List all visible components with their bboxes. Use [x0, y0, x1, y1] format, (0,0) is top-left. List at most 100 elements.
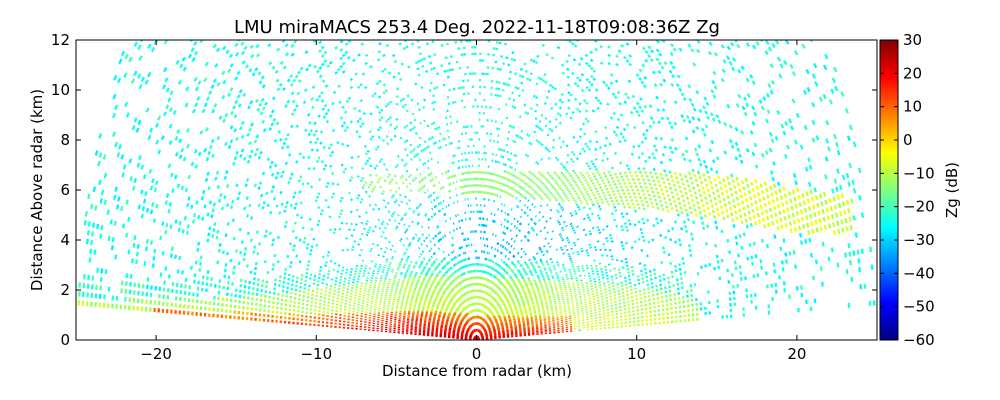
radar-gate [491, 159, 494, 163]
radar-gate [841, 201, 846, 207]
radar-gate [678, 263, 681, 267]
radar-gate [631, 306, 635, 309]
radar-gate [792, 32, 797, 37]
radar-gate [579, 300, 583, 303]
radar-gate [487, 53, 490, 56]
radar-gate [560, 319, 564, 322]
radar-gate [729, 303, 732, 307]
radar-gate [691, 303, 694, 307]
radar-gate [495, 80, 499, 84]
radar-gate [560, 313, 563, 316]
radar-gate [479, 210, 482, 214]
radar-gate [832, 196, 836, 202]
radar-gate [644, 307, 648, 311]
radar-gate [479, 177, 481, 181]
radar-gate [780, 260, 784, 265]
radar-gate [728, 297, 732, 301]
radar-gate [464, 171, 466, 175]
radar-gate [590, 317, 593, 320]
radar-gate [662, 273, 666, 277]
radar-gate [726, 268, 730, 273]
radar-gate [696, 271, 700, 276]
radar-gate [742, 307, 745, 311]
radar-gate [848, 216, 852, 222]
radar-gate [737, 253, 741, 258]
radar-gate [478, 171, 480, 174]
radar-gate [729, 314, 733, 319]
radar-gate [780, 224, 784, 230]
radar-gate [565, 326, 569, 329]
radar-gate [850, 276, 854, 283]
radar-gate [639, 297, 643, 300]
radar-gate [556, 320, 560, 323]
radar-gate [620, 322, 623, 325]
radar-gate [868, 300, 872, 306]
radar-gate [687, 318, 691, 322]
radar-gate [611, 313, 614, 316]
radar-gate [618, 296, 621, 299]
radar-gate [612, 287, 616, 291]
radar-gate [569, 324, 573, 326]
radar-gate [582, 321, 585, 324]
radar-gate [500, 55, 503, 58]
radar-gate [605, 299, 609, 302]
radar-gate [665, 303, 669, 307]
radar-gate [604, 291, 608, 294]
radar-gate [586, 321, 589, 323]
radar-gate [732, 290, 736, 295]
radar-gate [792, 219, 797, 225]
radar-gate [564, 314, 568, 317]
radar-gate [576, 306, 579, 309]
radar-gate [739, 277, 743, 281]
radar-gate [644, 299, 647, 303]
radar-gate [482, 184, 484, 187]
radar-gate [599, 327, 602, 330]
radar-gate [483, 230, 485, 234]
radar-gate [557, 331, 560, 334]
radar-gate [652, 301, 656, 305]
radar-gate [555, 314, 559, 317]
radar-gate [598, 310, 601, 313]
radar-gate [539, 322, 543, 325]
radar-gate [460, 86, 463, 90]
radar-gate [565, 320, 568, 323]
radar-gate [810, 221, 814, 227]
radar-gate [666, 307, 669, 311]
radar-gate [608, 292, 612, 295]
radar-gate [495, 87, 498, 90]
radar-gate [594, 317, 598, 319]
radar-gate [856, 249, 860, 255]
radar-gate [648, 302, 652, 306]
radar-gate [628, 281, 632, 285]
radar-gate [544, 329, 548, 332]
radar-gate [476, 177, 478, 180]
radar-gate [464, 152, 467, 155]
radar-gate [661, 308, 665, 312]
radar-gate [814, 259, 818, 265]
radar-gate [715, 254, 719, 259]
radar-gate [667, 280, 671, 284]
radar-gate [576, 308, 580, 311]
radar-gate [483, 72, 487, 76]
radar-gate [480, 237, 482, 240]
radar-gate [476, 105, 479, 108]
radar-gate [483, 184, 486, 188]
radar-gate [486, 178, 489, 181]
radar-gate [536, 333, 539, 336]
radar-gate [483, 178, 486, 181]
radar-gate [607, 314, 610, 317]
radar-gate [481, 59, 485, 62]
radar-gate [615, 313, 619, 316]
radar-gate [507, 63, 511, 67]
radar-gate [563, 308, 567, 311]
radar-gate [469, 177, 471, 181]
radar-gate [548, 330, 552, 333]
radar-gate [668, 285, 671, 289]
radar-gate [482, 197, 485, 201]
radar-gate [820, 201, 824, 207]
radar-gate [770, 283, 774, 288]
radar-gate [552, 328, 556, 330]
radar-gate [543, 315, 546, 318]
radar-gate [593, 303, 596, 306]
